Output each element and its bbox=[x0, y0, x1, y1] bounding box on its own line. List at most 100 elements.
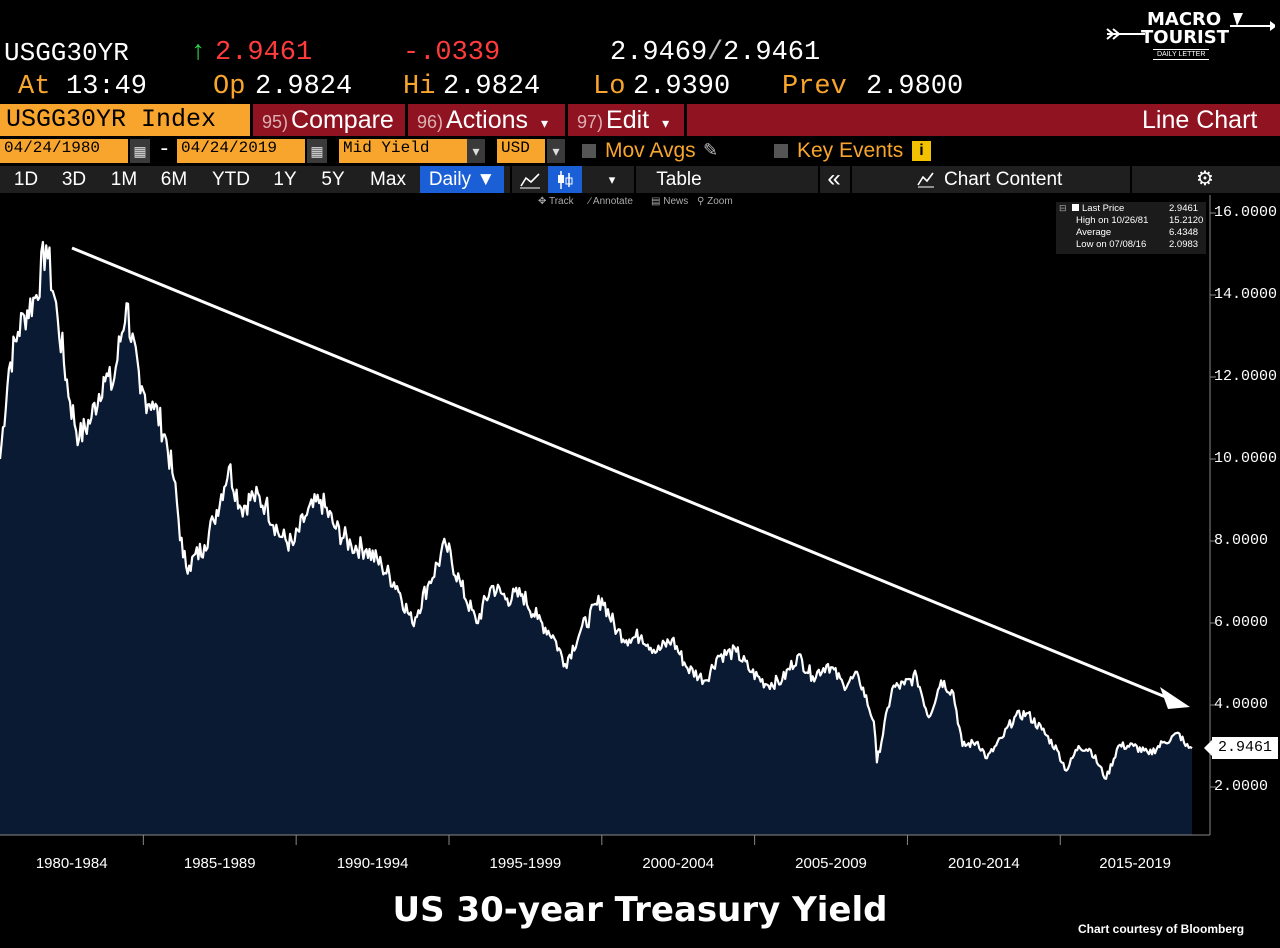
legend-last-price-value: 2.9461 bbox=[1169, 203, 1199, 214]
logo-line-2: TOURIST bbox=[1141, 27, 1229, 48]
legend-low-label: Low on 07/08/16 bbox=[1076, 239, 1147, 250]
chart-type-label[interactable]: Line Chart bbox=[1142, 106, 1258, 134]
period-1y-button[interactable]: 1Y bbox=[273, 169, 297, 190]
calendar-icon[interactable]: ▦ bbox=[130, 139, 150, 163]
key-events-label: Key Events bbox=[797, 139, 904, 162]
logo-line-3: DAILY LETTER bbox=[1153, 49, 1210, 60]
legend-collapse-icon[interactable]: ⊟ bbox=[1059, 203, 1067, 213]
toolbar-divider bbox=[1130, 166, 1132, 193]
bid-ask-separator: / bbox=[707, 38, 724, 68]
chevron-down-icon: ▾ bbox=[540, 115, 548, 131]
prev-price: 2.9800 bbox=[866, 72, 964, 102]
compare-button[interactable]: 95) Compare bbox=[262, 104, 394, 136]
y-tick-label: 10.0000 bbox=[1214, 450, 1278, 467]
annotate-label: Annotate bbox=[592, 196, 633, 207]
toolbar-divider bbox=[510, 166, 512, 193]
period-max-button[interactable]: Max bbox=[370, 169, 406, 190]
toolbar-divider bbox=[818, 166, 820, 193]
period-1m-button[interactable]: 1M bbox=[110, 169, 138, 190]
gear-icon[interactable]: ⚙ bbox=[1196, 168, 1214, 190]
x-tick-label: 2005-2009 bbox=[795, 855, 867, 872]
mov-avgs-label: Mov Avgs bbox=[605, 139, 696, 162]
y-tick-label: 2.0000 bbox=[1214, 778, 1269, 795]
track-label: Track bbox=[548, 196, 574, 207]
trend-arrow-line bbox=[71, 246, 1169, 700]
pencil-icon[interactable]: ✎ bbox=[703, 140, 719, 160]
line-chart-icon[interactable] bbox=[514, 166, 546, 193]
currency-selector[interactable]: USD bbox=[497, 139, 545, 163]
net-change: -.0339 bbox=[403, 38, 501, 68]
low-label: Lo bbox=[593, 72, 626, 102]
x-tick-label: 1995-1999 bbox=[489, 855, 562, 872]
period-5y-button[interactable]: 5Y bbox=[321, 169, 345, 190]
logo-arrows-icon bbox=[1106, 13, 1277, 40]
y-tick-label: 8.0000 bbox=[1214, 532, 1269, 549]
quote-time: 13:49 bbox=[66, 72, 148, 102]
chart-content-button[interactable]: Chart Content bbox=[944, 169, 1063, 190]
compare-label: Compare bbox=[291, 106, 394, 134]
toolbar-divider bbox=[634, 166, 636, 193]
period-1d-button[interactable]: 1D bbox=[13, 169, 39, 190]
collapse-icon[interactable]: « bbox=[827, 165, 841, 192]
actions-label: Actions bbox=[446, 106, 528, 134]
index-field[interactable]: USGG30YR Index bbox=[0, 104, 250, 136]
edit-button[interactable]: 97) Edit ▾ bbox=[577, 104, 669, 136]
at-label: At bbox=[18, 72, 51, 102]
chart-credit: Chart courtesy of Bloomberg bbox=[1078, 922, 1245, 936]
command-divider bbox=[684, 104, 687, 136]
legend-average-value: 6.4348 bbox=[1169, 227, 1199, 238]
news-tool[interactable]: ▤ News bbox=[651, 196, 689, 207]
date-range-dash: - bbox=[158, 139, 171, 162]
high-label: Hi bbox=[403, 72, 436, 102]
x-tick-label: 2010-2014 bbox=[947, 855, 1020, 872]
track-tool[interactable]: ✥ Track bbox=[538, 196, 574, 207]
annotate-tool[interactable]: ∕ Annotate bbox=[589, 196, 633, 207]
chevron-down-icon: ▾ bbox=[662, 115, 670, 131]
field-selector[interactable]: Mid Yield bbox=[339, 139, 467, 163]
last-price: 2.9461 bbox=[215, 38, 313, 68]
compare-number: 95) bbox=[262, 112, 289, 132]
logo-line-1: MACRO bbox=[1147, 9, 1222, 30]
period-6m-button[interactable]: 6M bbox=[160, 169, 188, 190]
low-price: 2.9390 bbox=[633, 72, 731, 102]
period-toolbar: 1D 3D 1M 6M YTD 1Y 5Y Max Daily ▼ ▾ Tabl… bbox=[0, 166, 1280, 193]
news-label: News bbox=[663, 196, 689, 207]
command-divider bbox=[405, 104, 408, 136]
bid-price: 2.9469 bbox=[610, 38, 708, 68]
macro-tourist-logo: MACRO TOURIST DAILY LETTER bbox=[1105, 8, 1277, 68]
start-date-field[interactable]: 04/24/1980 bbox=[0, 139, 128, 163]
edit-number: 97) bbox=[577, 112, 604, 132]
mov-avgs-checkbox[interactable] bbox=[582, 144, 596, 158]
period-3d-button[interactable]: 3D bbox=[61, 169, 87, 190]
prev-label: Prev bbox=[782, 72, 847, 102]
key-events-checkbox[interactable] bbox=[774, 144, 788, 158]
zoom-label: Zoom bbox=[707, 196, 733, 207]
actions-number: 96) bbox=[417, 112, 444, 132]
ask-price: 2.9461 bbox=[723, 38, 821, 68]
yield-chart bbox=[0, 195, 1216, 845]
end-date-field[interactable]: 04/24/2019 bbox=[177, 139, 305, 163]
open-price: 2.9824 bbox=[255, 72, 353, 102]
chart-content-icon bbox=[916, 166, 936, 193]
y-tick-label: 16.0000 bbox=[1214, 204, 1278, 221]
edit-label: Edit bbox=[606, 106, 650, 134]
candlestick-icon[interactable] bbox=[548, 166, 582, 193]
table-button[interactable]: Table bbox=[656, 169, 702, 190]
x-tick-label: 2015-2019 bbox=[1099, 855, 1171, 872]
y-tick-label: 6.0000 bbox=[1214, 614, 1269, 631]
y-tick-label: 14.0000 bbox=[1214, 286, 1278, 303]
actions-button[interactable]: 96) Actions ▾ bbox=[417, 104, 548, 136]
chevron-down-icon[interactable]: ▾ bbox=[547, 139, 565, 163]
ticker: USGG30YR bbox=[4, 38, 129, 68]
legend-average-label: Average bbox=[1076, 227, 1112, 238]
frequency-selector[interactable]: Daily ▼ bbox=[420, 166, 504, 193]
calendar-icon[interactable]: ▦ bbox=[307, 139, 327, 163]
y-tick-label: 12.0000 bbox=[1214, 368, 1278, 385]
period-ytd-button[interactable]: YTD bbox=[212, 169, 250, 190]
open-label: Op bbox=[213, 72, 246, 102]
chevron-down-icon[interactable]: ▾ bbox=[467, 139, 485, 163]
zoom-tool[interactable]: ⚲ Zoom bbox=[697, 196, 733, 207]
info-icon[interactable]: i bbox=[912, 141, 931, 161]
chart-legend: ⊟ Last Price 2.9461 High on 10/26/81 15.… bbox=[1056, 202, 1206, 254]
chevron-down-icon[interactable]: ▾ bbox=[608, 172, 616, 187]
